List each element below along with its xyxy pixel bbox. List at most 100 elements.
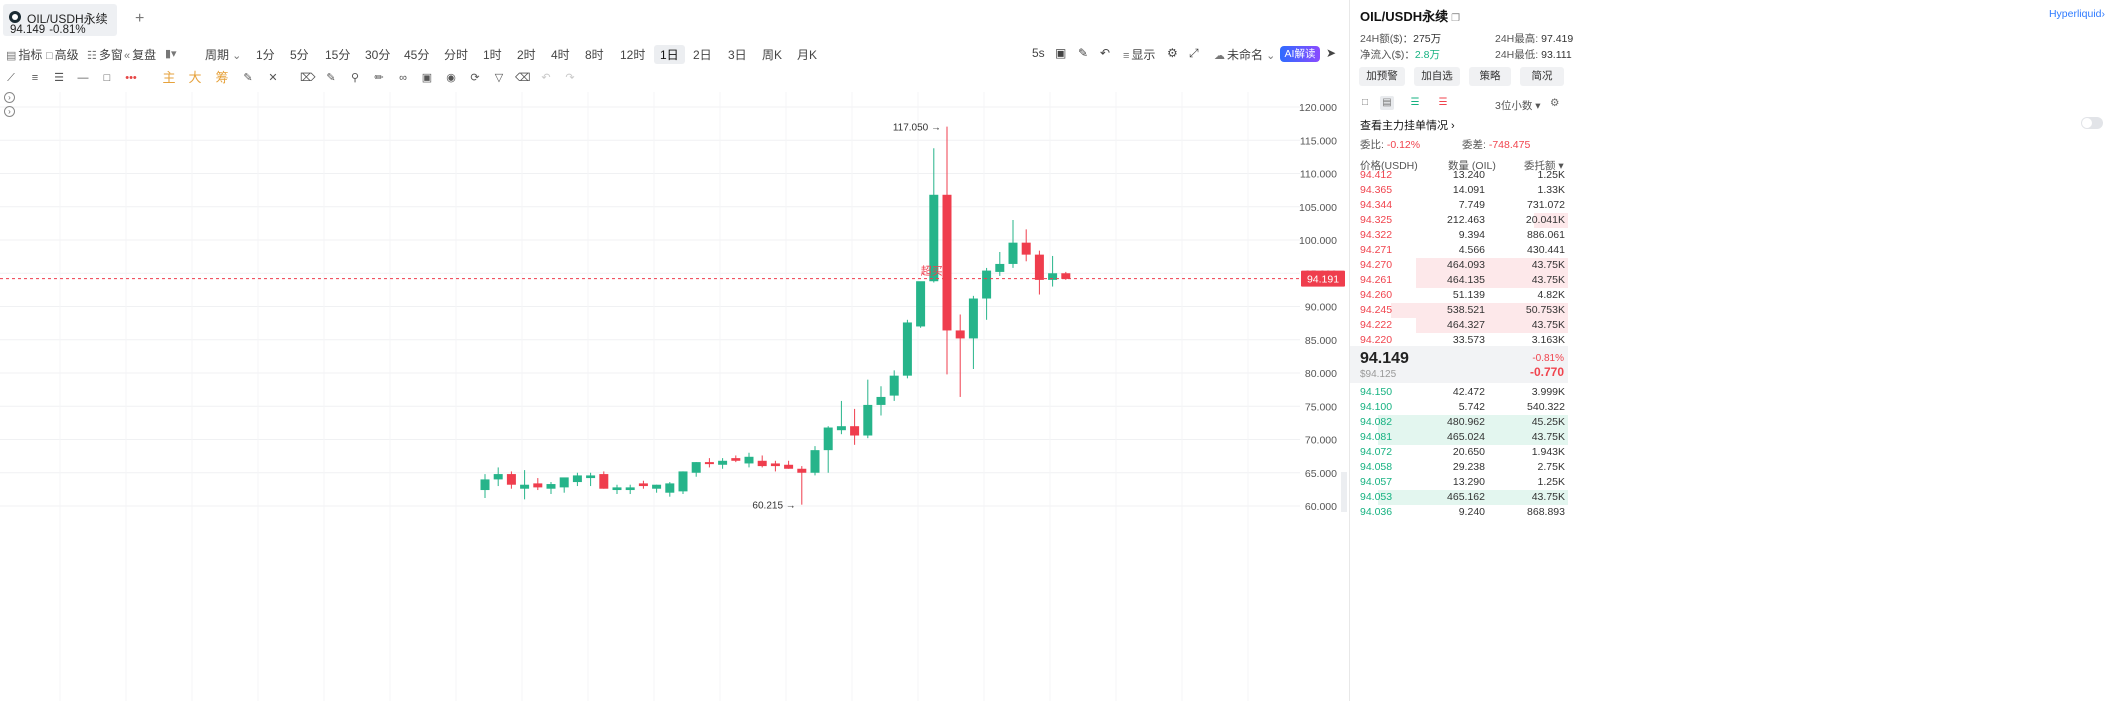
ask-row[interactable]: 94.412 13.240 1.25K	[1350, 168, 1568, 183]
ask-row[interactable]: 94.344 7.749 731.072	[1350, 198, 1568, 213]
fullscreen-icon[interactable]: ⤢	[1189, 46, 1199, 60]
period-dropdown[interactable]: 周期 ⌄	[205, 48, 242, 62]
ruler-icon[interactable]: ✎	[326, 72, 336, 84]
interval-1m[interactable]: 1分	[256, 48, 275, 62]
expand-indicator-icon[interactable]: ›	[4, 92, 15, 103]
bid-row[interactable]: 94.100 5.742 540.322	[1350, 400, 1568, 415]
alert-button[interactable]: 加预警	[1359, 67, 1405, 86]
ray-icon[interactable]: —	[77, 72, 89, 84]
advanced-button[interactable]: □ 高级	[46, 48, 79, 62]
bid-row[interactable]: 94.058 29.238 2.75K	[1350, 460, 1568, 475]
multi-window-button[interactable]: ☷ 多窗	[87, 48, 123, 62]
book-bids-icon[interactable]: ☰	[1410, 97, 1420, 108]
book-split-icon[interactable]: ▤	[1380, 96, 1394, 110]
dots-icon[interactable]: •••	[125, 72, 137, 84]
countdown-label[interactable]: 5s	[1032, 46, 1045, 60]
horizontal-lines-icon[interactable]: ≡	[31, 72, 39, 84]
chip-toggle[interactable]: 筹	[215, 70, 229, 85]
bid-row[interactable]: 94.057 13.290 1.25K	[1350, 475, 1568, 490]
ask-row[interactable]: 94.220 33.573 3.163K	[1350, 333, 1568, 348]
pattern-icon[interactable]: ∞	[399, 72, 407, 84]
layout-dropdown[interactable]: ☁ 未命名 ⌄	[1214, 48, 1276, 62]
drawing-toolbar: ⟋ ≡ ☰ — □ ••• 主 大 筹 ✎ ✕ ⌦ ✎ ⚲ ✏ ∞ ▣ ◉ ⟳ …	[0, 68, 1347, 88]
kline-svg[interactable]: 120.000115.000110.000105.000100.00095.00…	[0, 92, 1347, 701]
add-tab-button[interactable]: +	[135, 10, 145, 27]
interval-30m[interactable]: 30分	[365, 48, 391, 62]
indicator-button[interactable]: ▤ 指标	[6, 48, 43, 62]
watchlist-button[interactable]: 加自选	[1414, 67, 1460, 86]
camera-icon[interactable]: ▣	[1055, 46, 1067, 60]
big-order-toggle[interactable]: 大	[188, 70, 202, 85]
crop-icon[interactable]: ⌦	[300, 72, 316, 84]
ask-row[interactable]: 94.270 464.093 43.75K	[1350, 258, 1568, 273]
interval-week[interactable]: 周K	[762, 48, 783, 62]
ask-row[interactable]: 94.365 14.091 1.33K	[1350, 183, 1568, 198]
source-link[interactable]: Hyperliquid›	[2048, 8, 2105, 20]
interval-3d[interactable]: 3日	[728, 48, 747, 62]
bid-row[interactable]: 94.081 465.024 43.75K	[1350, 430, 1568, 445]
overview-button[interactable]: 简况	[1520, 67, 1564, 86]
chart-type-button[interactable]: ▮▾	[165, 46, 179, 60]
bid-row[interactable]: 94.150 42.472 3.999K	[1350, 385, 1568, 400]
gear-icon[interactable]: ⚙	[1550, 97, 1560, 109]
filter-icon[interactable]: ▽	[494, 72, 504, 84]
book-asks-icon[interactable]: ☰	[1438, 97, 1448, 108]
decimals-dropdown[interactable]: 3位小数 ▾	[1495, 100, 1541, 112]
draw-clear-icon[interactable]: ✕	[268, 72, 278, 84]
ask-row[interactable]: 94.325 212.463 20.041K	[1350, 213, 1568, 228]
redo-icon[interactable]: ↷	[565, 72, 575, 84]
trend-line-icon[interactable]: ⟋	[7, 72, 15, 84]
interval-12h[interactable]: 12时	[620, 48, 646, 62]
magnet-icon[interactable]: ↶	[1100, 46, 1111, 60]
interval-2h[interactable]: 2时	[517, 48, 536, 62]
magnet-draw-icon[interactable]: ⟳	[470, 72, 480, 84]
interval-timeline[interactable]: 分时	[444, 48, 469, 62]
display-button[interactable]: ≡ 显示	[1123, 48, 1156, 62]
interval-1h[interactable]: 1时	[483, 48, 502, 62]
kline-chart[interactable]: 120.000115.000110.000105.000100.00095.00…	[0, 92, 1347, 701]
copy-icon[interactable]: ❐	[1451, 13, 1461, 24]
ask-row[interactable]: 94.222 464.327 43.75K	[1350, 318, 1568, 333]
interval-4h[interactable]: 4时	[551, 48, 570, 62]
col-amount-header[interactable]: 委托额 ▾	[1524, 160, 1564, 172]
expand-indicator-icon[interactable]: ›	[4, 106, 15, 117]
symbol-tab[interactable]: OIL/USDH永续 94.149 -0.81%	[3, 4, 117, 36]
bid-amount: 3.999K	[1531, 386, 1565, 398]
book-both-icon[interactable]: □	[1361, 97, 1369, 108]
share-icon[interactable]: ➤	[1326, 46, 1337, 60]
interval-15m[interactable]: 15分	[325, 48, 351, 62]
parallel-lines-icon[interactable]: ☰	[54, 72, 64, 84]
hide-drawings-icon[interactable]: ◉	[446, 72, 456, 84]
ask-row[interactable]: 94.260 51.139 4.82K	[1350, 288, 1568, 303]
zoom-icon[interactable]: ⚲	[350, 72, 360, 84]
lock-drawings-icon[interactable]: ▣	[421, 72, 433, 84]
ask-row[interactable]: 94.261 464.135 43.75K	[1350, 273, 1568, 288]
undo-icon[interactable]: ↶	[541, 72, 551, 84]
brush-icon[interactable]: ✏	[374, 72, 384, 84]
bid-qty: 480.962	[1447, 416, 1485, 428]
interval-5m[interactable]: 5分	[290, 48, 309, 62]
ask-row[interactable]: 94.322 9.394 886.061	[1350, 228, 1568, 243]
bid-row[interactable]: 94.036 9.240 868.893	[1350, 505, 1568, 520]
interval-month[interactable]: 月K	[797, 48, 818, 62]
bid-row[interactable]: 94.053 465.162 43.75K	[1350, 490, 1568, 505]
ai-interpret-button[interactable]: AI解读	[1280, 46, 1320, 62]
depth-toggle[interactable]	[2081, 117, 2103, 129]
bid-row[interactable]: 94.072 20.650 1.943K	[1350, 445, 1568, 460]
strategy-button[interactable]: 策略	[1469, 67, 1511, 86]
interval-8h[interactable]: 8时	[585, 48, 604, 62]
ask-row[interactable]: 94.271 4.566 430.441	[1350, 243, 1568, 258]
ask-row[interactable]: 94.245 538.521 50.753K	[1350, 303, 1568, 318]
interval-45m[interactable]: 45分	[404, 48, 430, 62]
interval-1d[interactable]: 1日	[654, 45, 685, 64]
main-indicator-toggle[interactable]: 主	[162, 70, 176, 85]
rectangle-icon[interactable]: □	[103, 72, 111, 84]
gear-icon[interactable]: ⚙	[1167, 46, 1178, 60]
draw-edit-icon[interactable]: ✎	[243, 72, 253, 84]
interval-2d[interactable]: 2日	[693, 48, 712, 62]
replay-button[interactable]: «复盘	[124, 48, 157, 62]
pen-icon[interactable]: ✎	[1078, 46, 1089, 60]
depth-link[interactable]: 查看主力挂单情况 ›	[1360, 120, 1455, 132]
trash-icon[interactable]: ⌫	[515, 72, 531, 84]
bid-row[interactable]: 94.082 480.962 45.25K	[1350, 415, 1568, 430]
